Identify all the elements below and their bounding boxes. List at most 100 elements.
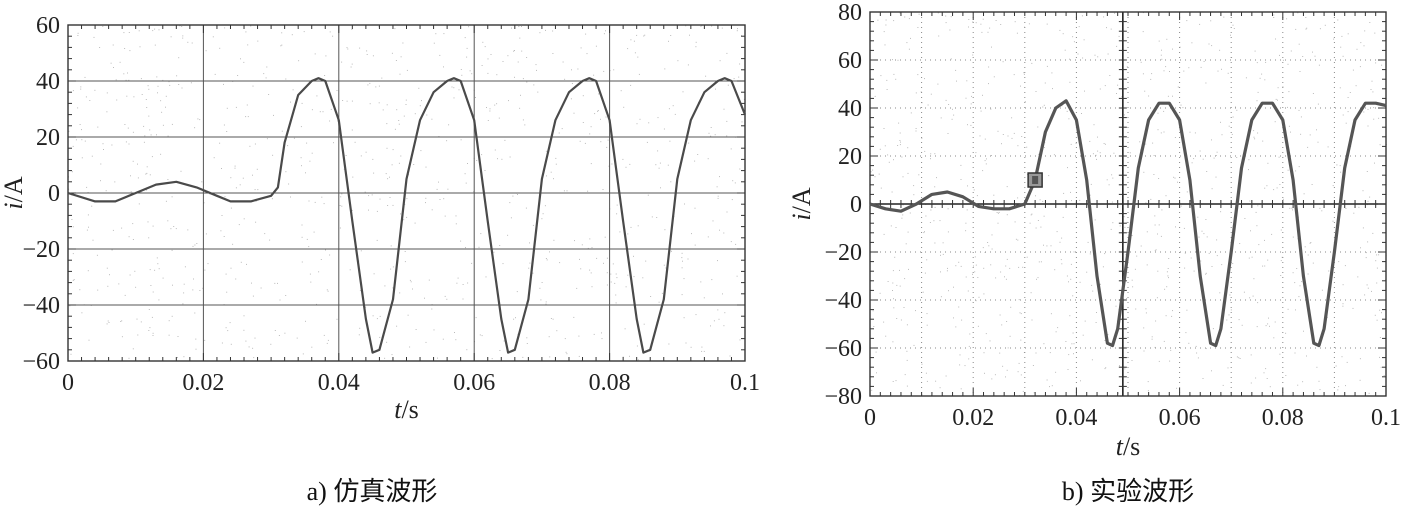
noise-dot: [1342, 284, 1344, 286]
noise-dot: [128, 32, 130, 33]
noise-dot: [132, 131, 134, 133]
noise-dot: [985, 163, 987, 165]
noise-dot: [900, 141, 901, 143]
noise-dot: [1017, 371, 1019, 373]
noise-dot: [945, 99, 947, 101]
y-tick-label: 80: [838, 0, 862, 26]
noise-dot: [1304, 246, 1306, 248]
noise-dot: [112, 229, 114, 231]
noise-dot: [1064, 49, 1066, 51]
noise-dot: [1205, 348, 1207, 350]
noise-dot: [945, 15, 947, 17]
noise-dot: [606, 284, 608, 286]
noise-dot: [1318, 64, 1320, 66]
noise-dot: [719, 60, 721, 62]
noise-dot: [904, 16, 906, 18]
noise-dot: [1036, 278, 1037, 280]
noise-dot: [107, 285, 109, 287]
noise-dot: [585, 33, 587, 35]
noise-dot: [1298, 109, 1300, 111]
noise-dot: [132, 223, 134, 225]
noise-dot: [1166, 38, 1168, 40]
noise-dot: [410, 281, 412, 283]
noise-dot: [529, 242, 530, 244]
noise-dot: [552, 318, 554, 320]
noise-dot: [72, 279, 74, 281]
noise-dot: [580, 268, 582, 270]
noise-dot: [1186, 191, 1188, 193]
noise-dot: [947, 267, 948, 269]
noise-dot: [1250, 382, 1252, 384]
noise-dot: [202, 287, 204, 289]
noise-dot: [960, 265, 962, 267]
noise-dot: [182, 37, 184, 39]
noise-dot: [1229, 294, 1231, 296]
noise-dot: [88, 339, 90, 341]
noise-dot: [711, 25, 713, 27]
noise-dot: [372, 55, 374, 57]
noise-dot: [212, 36, 214, 38]
noise-dot: [1110, 228, 1112, 230]
noise-dot: [1302, 381, 1304, 383]
noise-dot: [1121, 96, 1123, 98]
noise-dot: [1146, 231, 1148, 233]
noise-dot: [711, 279, 713, 281]
noise-dot: [1211, 139, 1212, 141]
noise-dot: [1332, 220, 1334, 222]
noise-dot: [576, 287, 578, 289]
noise-dot: [895, 380, 897, 382]
noise-dot: [394, 28, 396, 30]
noise-dot: [924, 150, 926, 152]
noise-dot: [1285, 375, 1287, 376]
noise-dot: [1367, 287, 1369, 289]
noise-dot: [924, 272, 926, 274]
noise-dot: [606, 272, 608, 274]
noise-dot: [1073, 251, 1075, 253]
noise-dot: [444, 215, 446, 217]
noise-dot: [1055, 371, 1057, 373]
noise-dot: [341, 205, 343, 207]
noise-dot: [150, 285, 152, 286]
noise-dot: [1255, 377, 1257, 379]
noise-dot: [146, 172, 148, 174]
noise-dot: [116, 99, 118, 101]
noise-dot: [1108, 184, 1110, 186]
noise-dot: [1380, 366, 1382, 368]
noise-dot: [1288, 91, 1290, 93]
noise-dot: [325, 249, 326, 251]
noise-dot: [565, 351, 567, 353]
noise-dot: [272, 154, 274, 156]
noise-dot: [1112, 177, 1114, 179]
noise-dot: [1368, 392, 1370, 394]
noise-dot: [329, 254, 331, 256]
noise-dot: [446, 140, 448, 142]
noise-dot: [107, 320, 109, 322]
noise-dot: [879, 148, 881, 150]
noise-dot: [1172, 48, 1173, 50]
noise-dot: [983, 293, 985, 295]
noise-dot: [398, 162, 400, 164]
noise-dot: [290, 101, 291, 103]
noise-dot: [125, 79, 127, 81]
noise-dot: [150, 134, 152, 136]
noise-dot: [1035, 195, 1036, 197]
noise-dot: [695, 46, 697, 48]
noise-dot: [521, 50, 523, 52]
noise-dot: [252, 295, 254, 297]
noise-dot: [1296, 268, 1298, 269]
noise-dot: [106, 323, 108, 325]
noise-dot: [552, 30, 554, 32]
noise-dot: [123, 32, 125, 34]
x-axis-label-unit: /s: [401, 395, 418, 424]
noise-dot: [1254, 50, 1256, 52]
noise-dot: [292, 89, 294, 91]
noise-dot: [1131, 360, 1133, 361]
noise-dot: [1022, 390, 1024, 392]
noise-dot: [955, 265, 957, 267]
noise-dot: [671, 250, 672, 252]
noise-dot: [366, 54, 368, 55]
noise-dot: [915, 130, 917, 132]
noise-dot: [230, 267, 232, 269]
noise-dot: [887, 281, 889, 282]
noise-dot: [731, 199, 733, 201]
